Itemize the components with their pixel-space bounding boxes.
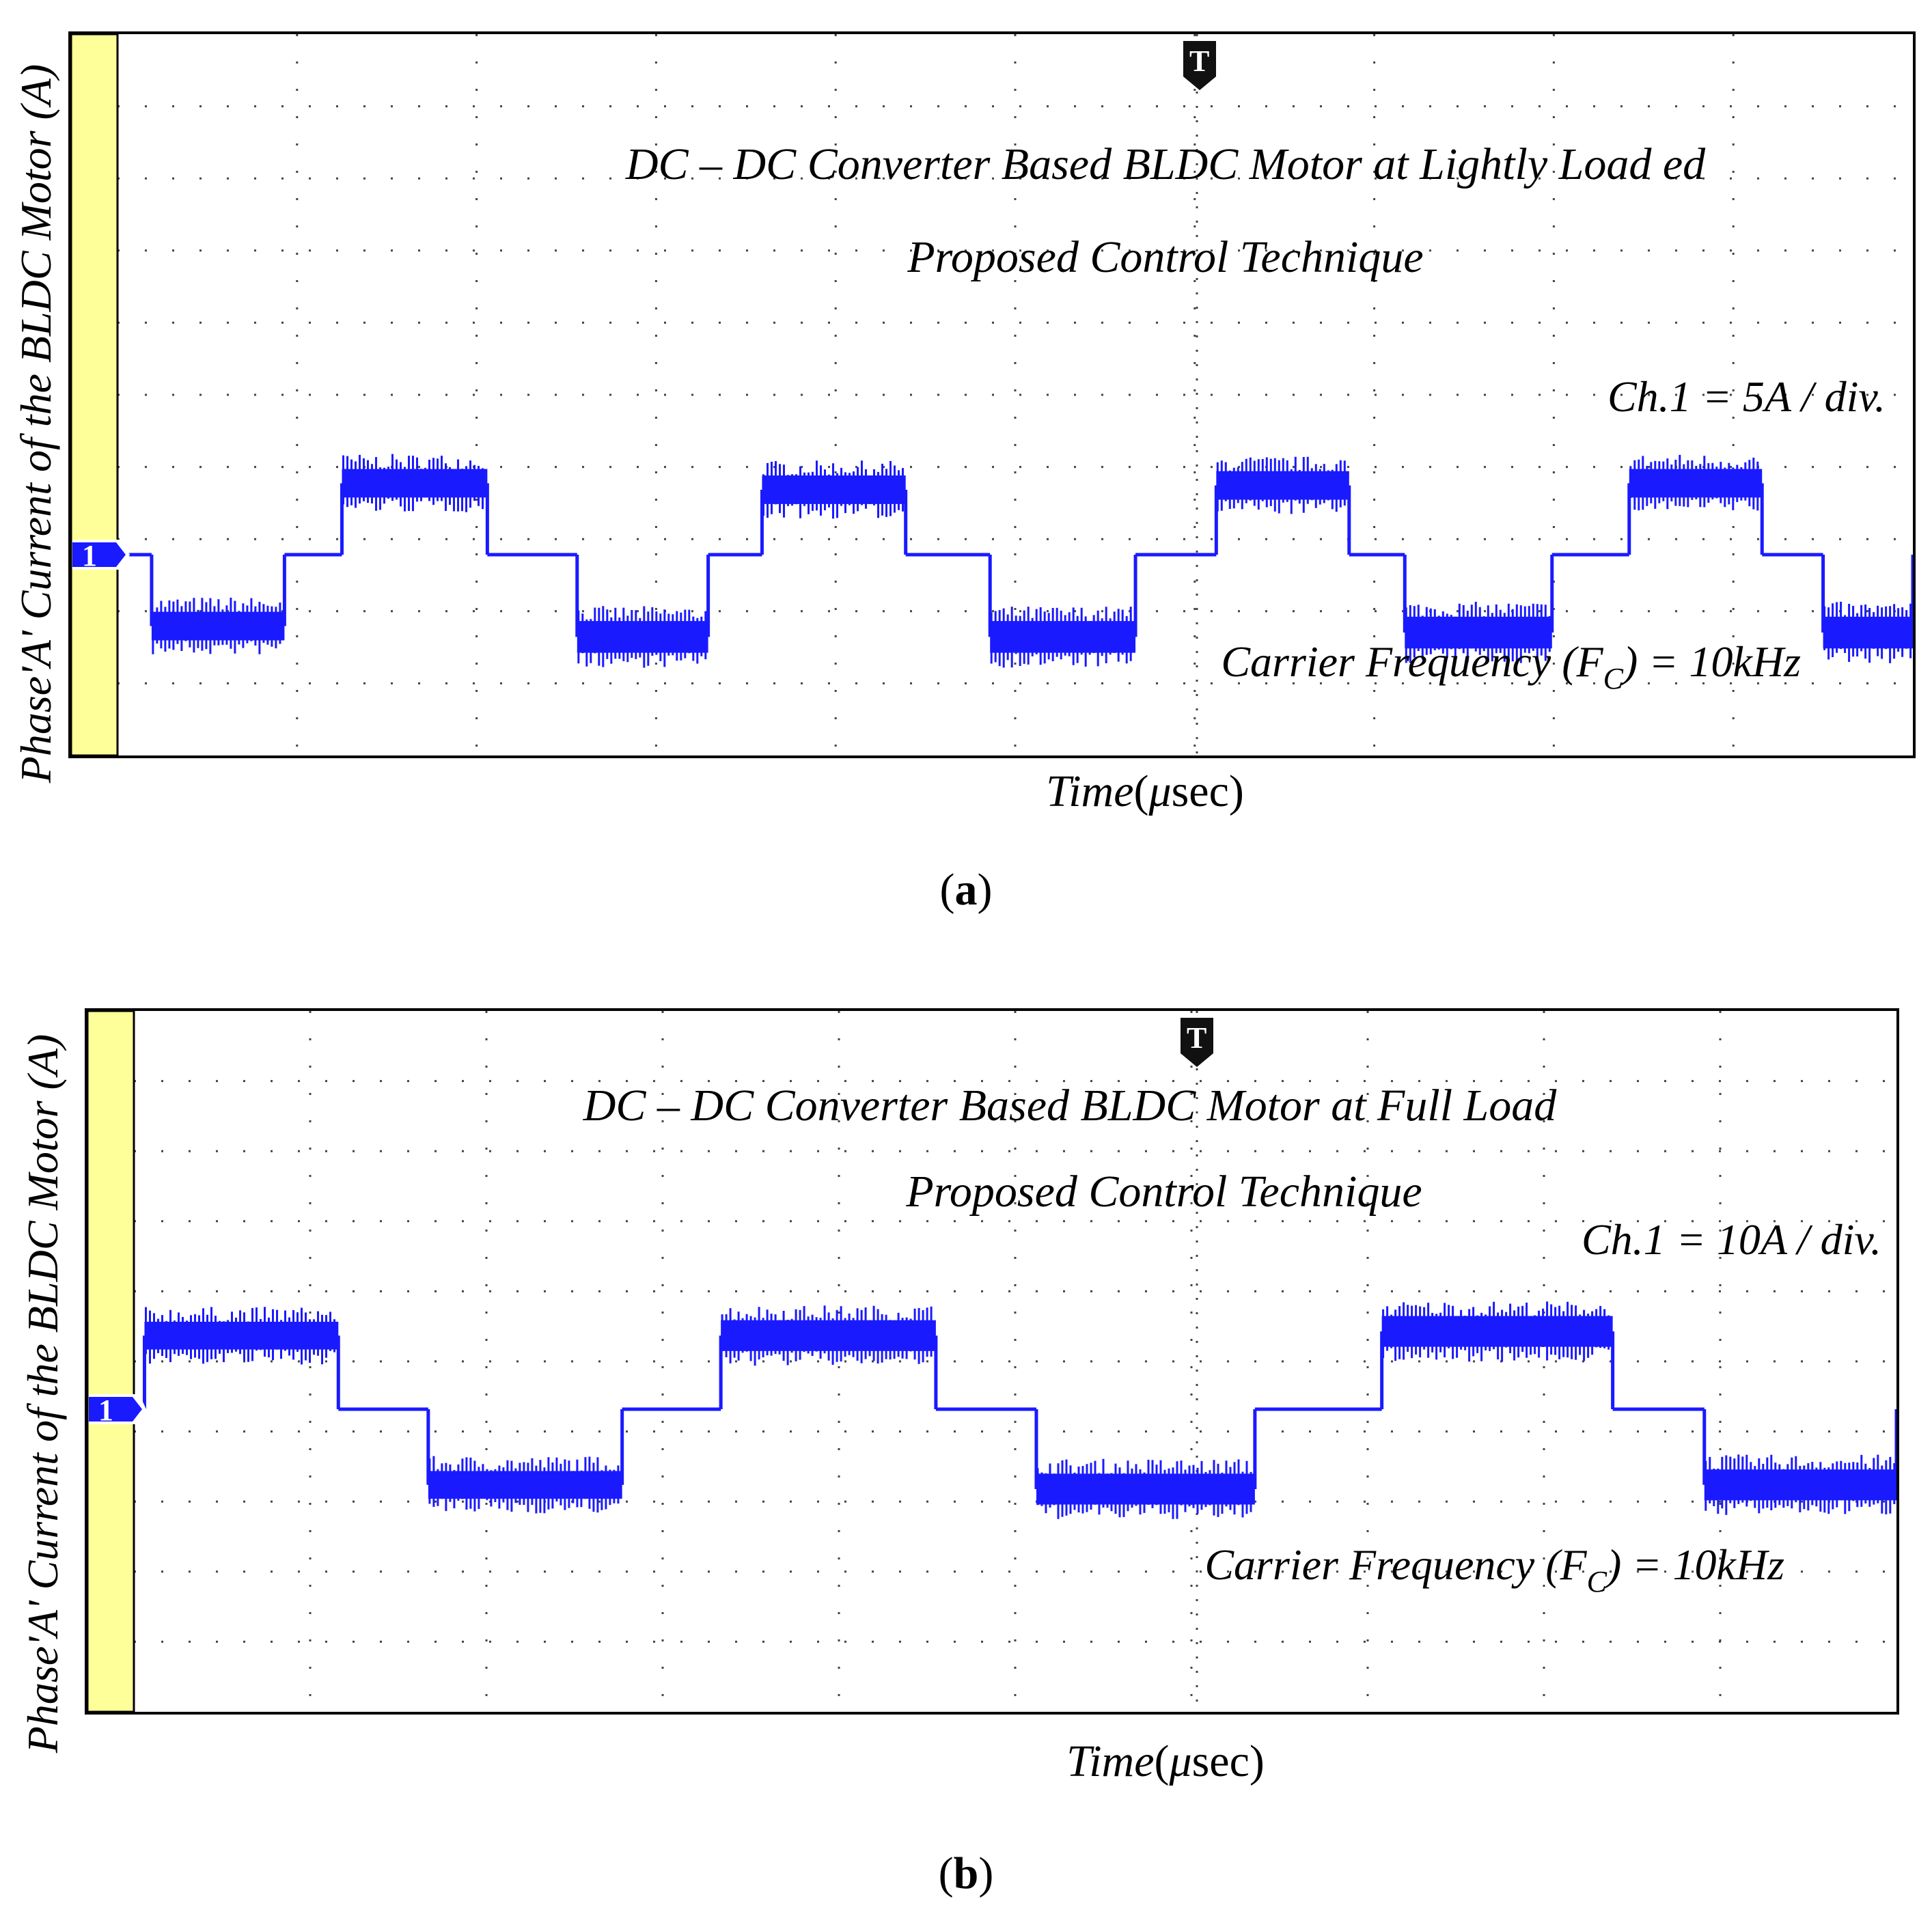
trace-segment-b-1 [142, 1307, 340, 1409]
trigger-marker-a: T [1183, 41, 1216, 90]
svg-text:1: 1 [98, 1393, 113, 1427]
trace-segment-a-15 [1627, 454, 1764, 555]
svg-text:1: 1 [82, 539, 97, 572]
trace-segment-a-3 [340, 454, 489, 555]
plot-frame-b [85, 1008, 1899, 1715]
grid-b [134, 1011, 1896, 1712]
trace-segment-a-17 [1821, 555, 1915, 663]
y-axis-label-b: Phase'A' Current of the BLDC Motor (A) [18, 1034, 67, 1753]
trace-segment-b-9 [1380, 1301, 1615, 1409]
plot-frame-a [68, 31, 1916, 758]
trace-b [134, 1301, 1899, 1519]
title-line1-a: DC – DC Converter Based BLDC Motor at Li… [625, 139, 1706, 189]
title-line2-a: Proposed Control Technique [907, 232, 1423, 282]
trace-a [118, 454, 1915, 668]
caption-b: (b) [938, 1848, 994, 1898]
caption-a: (a) [939, 865, 993, 915]
carrier-label-b: Carrier Frequency (FC) = 10kHz [1204, 1540, 1784, 1598]
trace-segment-a-9 [988, 555, 1137, 668]
svg-text:T: T [1187, 1021, 1206, 1055]
trace-segment-b-7 [1034, 1409, 1257, 1519]
trace-segment-b-3 [426, 1409, 624, 1514]
trace-segment-b-5 [719, 1305, 938, 1409]
svg-text:T: T [1189, 44, 1209, 78]
scale-label-b: Ch.1 = 10A / div. [1582, 1215, 1881, 1264]
channel-strip-a [70, 33, 119, 757]
title-line2-b: Proposed Control Technique [905, 1167, 1422, 1217]
title-line1-b: DC – DC Converter Based BLDC Motor at Fu… [583, 1081, 1558, 1131]
x-axis-label-b: Time(μsec) [1066, 1736, 1265, 1786]
scale-label-a: Ch.1 = 5A / div. [1607, 372, 1886, 421]
trace-segment-a-5 [575, 555, 710, 668]
carrier-label-a: Carrier Frequency (FC) = 10kHz [1221, 637, 1801, 695]
trace-segment-a-13 [1403, 555, 1554, 663]
channel-marker-b: 1 [89, 1393, 146, 1427]
x-axis-label-a: Time(μsec) [1046, 766, 1244, 816]
trace-segment-a-11 [1214, 456, 1351, 555]
y-axis-label-a: Phase'A' Current of the BLDC Motor (A) [12, 64, 60, 783]
trigger-marker-b: T [1181, 1018, 1213, 1067]
scope-panel-a: 1 T Phase'A' Current of the BLDC Motor (… [12, 31, 1916, 816]
channel-strip-b [86, 1010, 135, 1713]
scope-panel-b: 1 T Phase'A' Current of the BLDC Motor (… [18, 1008, 1899, 1786]
trace-segment-b-11 [1702, 1409, 1899, 1515]
trace-segment-a-1 [150, 555, 286, 654]
trace-segment-a-7 [760, 460, 908, 555]
channel-marker-a: 1 [72, 539, 130, 572]
